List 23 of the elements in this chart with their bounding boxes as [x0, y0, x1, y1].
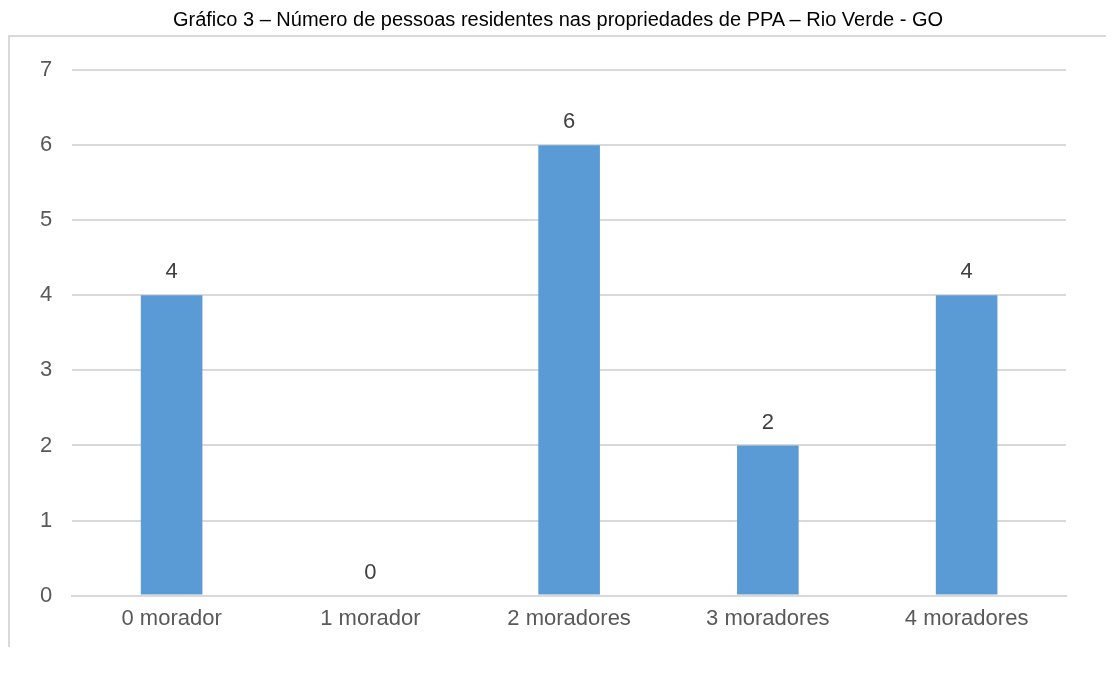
x-tick-label: 3 moradores	[706, 604, 830, 630]
y-tick-label: 7	[39, 56, 53, 82]
x-tick-label: 1 morador	[320, 604, 421, 630]
data-label: 2	[761, 408, 774, 434]
data-label: 0	[364, 558, 377, 584]
y-tick-label: 1	[39, 506, 53, 532]
data-label: 6	[562, 108, 576, 134]
chart-title: Gráfico 3 – Número de pessoas residentes nas propriedades de PPA – Rio Verde - GO	[171, 8, 945, 31]
y-tick-label: 2	[39, 431, 53, 457]
y-tick-label: 6	[39, 131, 53, 157]
y-tick-label: 0	[39, 581, 53, 607]
y-tick-label: 4	[39, 281, 53, 307]
y-tick-label: 3	[39, 356, 53, 382]
bar	[737, 445, 799, 595]
x-tick-label: 2 moradores	[507, 604, 631, 630]
bar	[140, 295, 203, 595]
y-tick-label: 5	[39, 206, 53, 232]
data-label: 4	[165, 258, 178, 284]
data-label: 4	[960, 258, 973, 284]
x-tick-label: 4 moradores	[904, 604, 1029, 630]
x-tick-label: 0 morador	[121, 604, 222, 630]
bar	[538, 145, 600, 595]
bar	[935, 295, 998, 595]
